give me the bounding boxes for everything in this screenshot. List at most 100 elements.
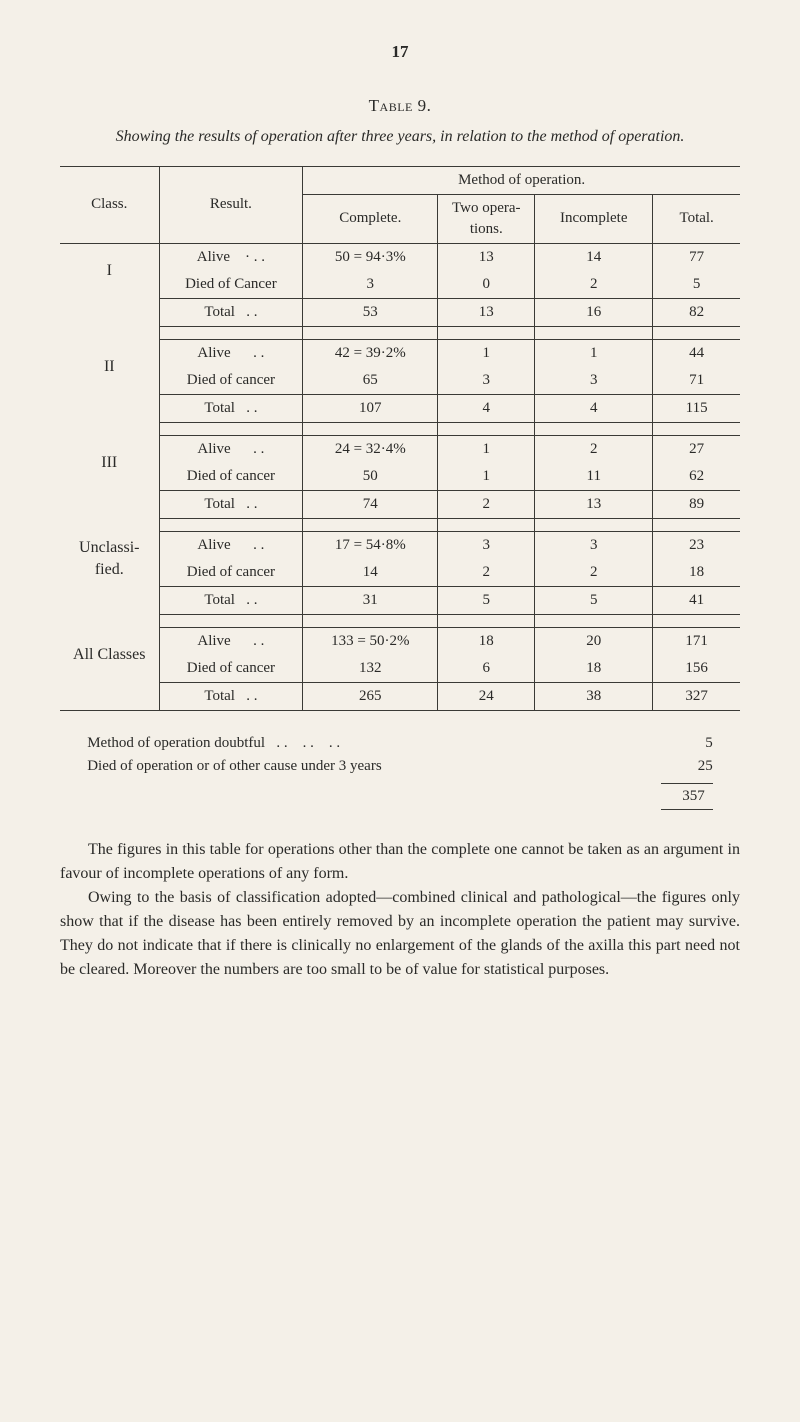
- total-cell: 38: [535, 682, 653, 710]
- data-cell: 1: [535, 339, 653, 367]
- data-cell: 132: [303, 655, 438, 683]
- data-cell: 2: [535, 271, 653, 299]
- data-cell: 1: [438, 463, 535, 491]
- data-cell: 171: [653, 627, 740, 655]
- data-cell: 0: [438, 271, 535, 299]
- total-cell: 5: [535, 586, 653, 614]
- total-cell: 327: [653, 682, 740, 710]
- result-cell: Died of cancer: [159, 463, 303, 491]
- total-cell: 24: [438, 682, 535, 710]
- total-cell: 41: [653, 586, 740, 614]
- body-text: The figures in this table for operations…: [60, 838, 740, 982]
- paragraph: Owing to the basis of classification ado…: [60, 886, 740, 982]
- total-label: Total . .: [159, 394, 303, 422]
- data-cell: 5: [653, 271, 740, 299]
- total-cell: 115: [653, 394, 740, 422]
- total-cell: 82: [653, 298, 740, 326]
- total-cell: 74: [303, 490, 438, 518]
- footnotes: Method of operation doubtful . . . . . .…: [87, 733, 713, 810]
- footnote-text: Method of operation doubtful . . . . . .: [87, 733, 340, 754]
- data-cell: 42 = 39·2%: [303, 339, 438, 367]
- data-cell: 3: [535, 367, 653, 395]
- data-cell: 3: [535, 531, 653, 559]
- results-table: Class. Result. Method of operation. Comp…: [60, 166, 740, 711]
- data-cell: 62: [653, 463, 740, 491]
- result-cell: Died of cancer: [159, 559, 303, 587]
- data-cell: 23: [653, 531, 740, 559]
- data-cell: 2: [438, 559, 535, 587]
- result-cell: Died of cancer: [159, 367, 303, 395]
- paragraph: The figures in this table for operations…: [60, 838, 740, 886]
- header-total: Total.: [653, 194, 740, 243]
- data-cell: 14: [535, 243, 653, 271]
- class-cell: All Classes: [60, 627, 159, 682]
- header-incomplete: Incomplete: [535, 194, 653, 243]
- total-cell: 31: [303, 586, 438, 614]
- data-cell: 6: [438, 655, 535, 683]
- total-cell: 2: [438, 490, 535, 518]
- total-cell: 16: [535, 298, 653, 326]
- total-cell: 4: [438, 394, 535, 422]
- data-cell: 18: [653, 559, 740, 587]
- total-label: Total . .: [159, 682, 303, 710]
- total-cell: 13: [535, 490, 653, 518]
- data-cell: 18: [438, 627, 535, 655]
- data-cell: 3: [303, 271, 438, 299]
- data-cell: 50 = 94·3%: [303, 243, 438, 271]
- data-cell: 24 = 32·4%: [303, 435, 438, 463]
- data-cell: 3: [438, 531, 535, 559]
- table-caption: Showing the results of operation after t…: [90, 126, 710, 148]
- class-cell: III: [60, 435, 159, 490]
- data-cell: 17 = 54·8%: [303, 531, 438, 559]
- total-cell: 265: [303, 682, 438, 710]
- total-cell: 53: [303, 298, 438, 326]
- data-cell: 20: [535, 627, 653, 655]
- result-cell: Alive . .: [159, 531, 303, 559]
- data-cell: 14: [303, 559, 438, 587]
- total-cell: 4: [535, 394, 653, 422]
- total-label: Total . .: [159, 298, 303, 326]
- footnote-total: 357: [661, 783, 713, 810]
- result-cell: Died of cancer: [159, 655, 303, 683]
- class-cell: Unclassi-fied.: [60, 531, 159, 586]
- total-cell: 107: [303, 394, 438, 422]
- data-cell: 44: [653, 339, 740, 367]
- data-cell: 13: [438, 243, 535, 271]
- total-cell: 89: [653, 490, 740, 518]
- header-method-group: Method of operation.: [303, 166, 740, 194]
- data-cell: 156: [653, 655, 740, 683]
- data-cell: 3: [438, 367, 535, 395]
- data-cell: 71: [653, 367, 740, 395]
- page-number: 17: [60, 40, 740, 64]
- result-cell: Died of Cancer: [159, 271, 303, 299]
- total-cell: 13: [438, 298, 535, 326]
- class-cell: II: [60, 339, 159, 394]
- data-cell: 2: [535, 435, 653, 463]
- data-cell: 50: [303, 463, 438, 491]
- result-cell: Alive · . .: [159, 243, 303, 271]
- data-cell: 133 = 50·2%: [303, 627, 438, 655]
- data-cell: 65: [303, 367, 438, 395]
- data-cell: 11: [535, 463, 653, 491]
- data-cell: 18: [535, 655, 653, 683]
- header-class: Class.: [60, 166, 159, 243]
- result-cell: Alive . .: [159, 339, 303, 367]
- result-cell: Alive . .: [159, 627, 303, 655]
- table-label: Table 9.: [60, 94, 740, 118]
- result-cell: Alive . .: [159, 435, 303, 463]
- data-cell: 1: [438, 435, 535, 463]
- data-cell: 1: [438, 339, 535, 367]
- data-cell: 27: [653, 435, 740, 463]
- footnote-text: Died of operation or of other cause unde…: [87, 756, 381, 777]
- header-result: Result.: [159, 166, 303, 243]
- data-cell: 77: [653, 243, 740, 271]
- header-complete: Complete.: [303, 194, 438, 243]
- class-cell: I: [60, 243, 159, 298]
- total-cell: 5: [438, 586, 535, 614]
- data-cell: 2: [535, 559, 653, 587]
- footnote-value: 5: [677, 733, 713, 754]
- total-label: Total . .: [159, 586, 303, 614]
- footnote-value: 25: [677, 756, 713, 777]
- total-label: Total . .: [159, 490, 303, 518]
- header-two-ops: Two opera-tions.: [438, 194, 535, 243]
